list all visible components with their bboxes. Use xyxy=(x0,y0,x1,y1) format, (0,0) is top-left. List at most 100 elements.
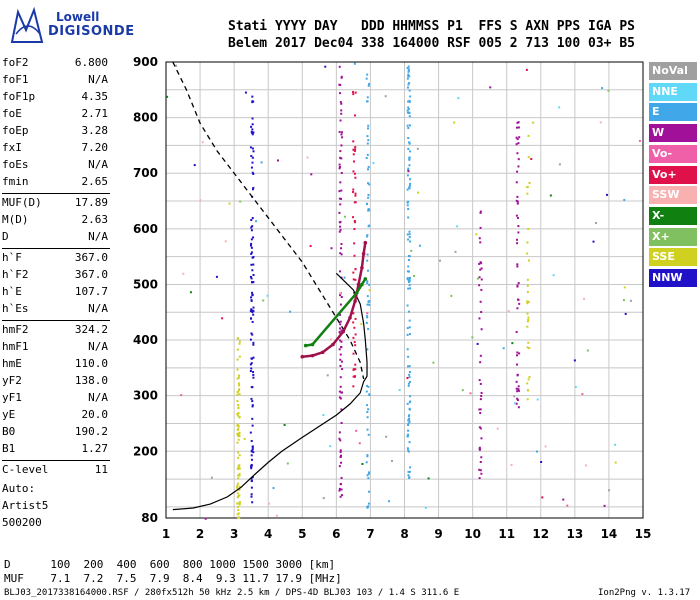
echo-dot xyxy=(340,157,343,160)
echo-dot xyxy=(526,389,529,392)
echo-dot xyxy=(352,190,355,193)
echo-dot xyxy=(251,309,254,312)
echo-dot xyxy=(166,95,169,98)
echo-dot xyxy=(310,173,313,176)
echo-dot xyxy=(352,368,355,371)
echo-dot xyxy=(367,433,370,436)
echo-dot xyxy=(390,460,393,463)
x-tick-label: 5 xyxy=(298,527,306,541)
echo-dot xyxy=(526,284,529,287)
echo-dot xyxy=(408,112,411,115)
echo-dot xyxy=(236,502,239,505)
echo-dot xyxy=(406,201,409,204)
echo-dot xyxy=(252,310,255,313)
echo-dot xyxy=(514,402,517,405)
echo-dot xyxy=(251,117,254,120)
param-value: 138.0 xyxy=(74,374,108,387)
param-name: fmin xyxy=(2,175,29,188)
o-trace-point xyxy=(331,342,335,347)
echo-dot xyxy=(238,393,241,396)
echo-dot xyxy=(341,136,344,139)
echo-dot xyxy=(324,65,327,68)
echo-dot xyxy=(427,477,430,480)
echo-dot xyxy=(366,96,369,99)
param-row: foF2 6.800 xyxy=(2,56,108,73)
echo-dot xyxy=(480,391,483,394)
echo-dot xyxy=(408,376,411,379)
echo-dot xyxy=(516,242,519,245)
echo-dot xyxy=(478,426,481,429)
echo-dot xyxy=(406,333,409,336)
echo-dot xyxy=(526,398,529,401)
echo-dot xyxy=(251,446,254,449)
echo-dot xyxy=(251,405,254,408)
echo-dot xyxy=(251,386,254,389)
echo-dot xyxy=(408,319,411,322)
echo-dot xyxy=(267,502,270,505)
x-tick-label: 10 xyxy=(464,527,481,541)
echo-dot xyxy=(251,133,254,136)
echo-dot xyxy=(338,348,341,351)
echo-dot xyxy=(252,371,255,374)
echo-dot xyxy=(352,93,355,96)
echo-dot xyxy=(516,138,519,141)
echo-dot xyxy=(526,252,529,255)
echo-dot xyxy=(601,87,604,90)
echo-dot xyxy=(558,106,561,109)
echo-dot xyxy=(237,414,240,417)
echo-dot xyxy=(526,346,529,349)
echo-dot xyxy=(407,73,410,76)
echo-dot xyxy=(406,402,409,405)
echo-dot xyxy=(527,341,530,344)
echo-dot xyxy=(453,121,456,124)
echo-dot xyxy=(329,445,332,448)
echo-dot xyxy=(527,134,530,137)
param-value: N/A xyxy=(88,73,108,86)
echo-dot xyxy=(236,368,239,371)
echo-dot xyxy=(366,253,369,256)
echo-dot xyxy=(407,108,410,111)
echo-dot xyxy=(479,226,482,229)
param-value: N/A xyxy=(88,340,108,353)
echo-dot xyxy=(353,62,356,65)
echo-dot xyxy=(480,311,483,314)
o-trace-point xyxy=(360,265,364,270)
echo-dot xyxy=(574,385,577,388)
echo-dot xyxy=(249,146,252,149)
echo-dot xyxy=(338,130,341,133)
echo-dot xyxy=(367,196,370,199)
echo-dot xyxy=(339,270,342,273)
param-value: 324.2 xyxy=(74,323,108,336)
echo-dot xyxy=(249,338,252,341)
legend-item: Vo- xyxy=(649,144,697,163)
echo-dot xyxy=(478,284,481,287)
echo-dot xyxy=(515,126,518,129)
echo-dot xyxy=(251,225,254,228)
echo-dot xyxy=(410,249,413,252)
echo-dot xyxy=(408,82,411,85)
echo-dot xyxy=(366,303,369,306)
echo-dot xyxy=(340,197,343,200)
param-value: 4.35 xyxy=(81,90,109,103)
echo-dot xyxy=(478,477,481,480)
echo-dot xyxy=(250,332,253,335)
echo-dot xyxy=(408,310,411,313)
echo-dot xyxy=(408,141,411,144)
echo-dot xyxy=(526,186,529,189)
echo-dot xyxy=(516,307,519,310)
echo-dot xyxy=(417,191,420,194)
echo-dot xyxy=(238,474,241,477)
echo-dot xyxy=(549,194,552,197)
echo-dot xyxy=(367,208,370,211)
y-tick-label: 500 xyxy=(133,277,158,291)
echo-dot xyxy=(352,336,355,339)
echo-dot xyxy=(385,435,388,438)
echo-dot xyxy=(517,385,520,388)
echo-dot xyxy=(408,187,411,190)
echo-dot xyxy=(338,431,341,434)
param-value: 6.800 xyxy=(74,56,108,69)
param-name: yF1 xyxy=(2,391,22,404)
echo-dot xyxy=(367,124,370,127)
param-name: foEs xyxy=(2,158,29,171)
param-separator xyxy=(2,460,110,461)
